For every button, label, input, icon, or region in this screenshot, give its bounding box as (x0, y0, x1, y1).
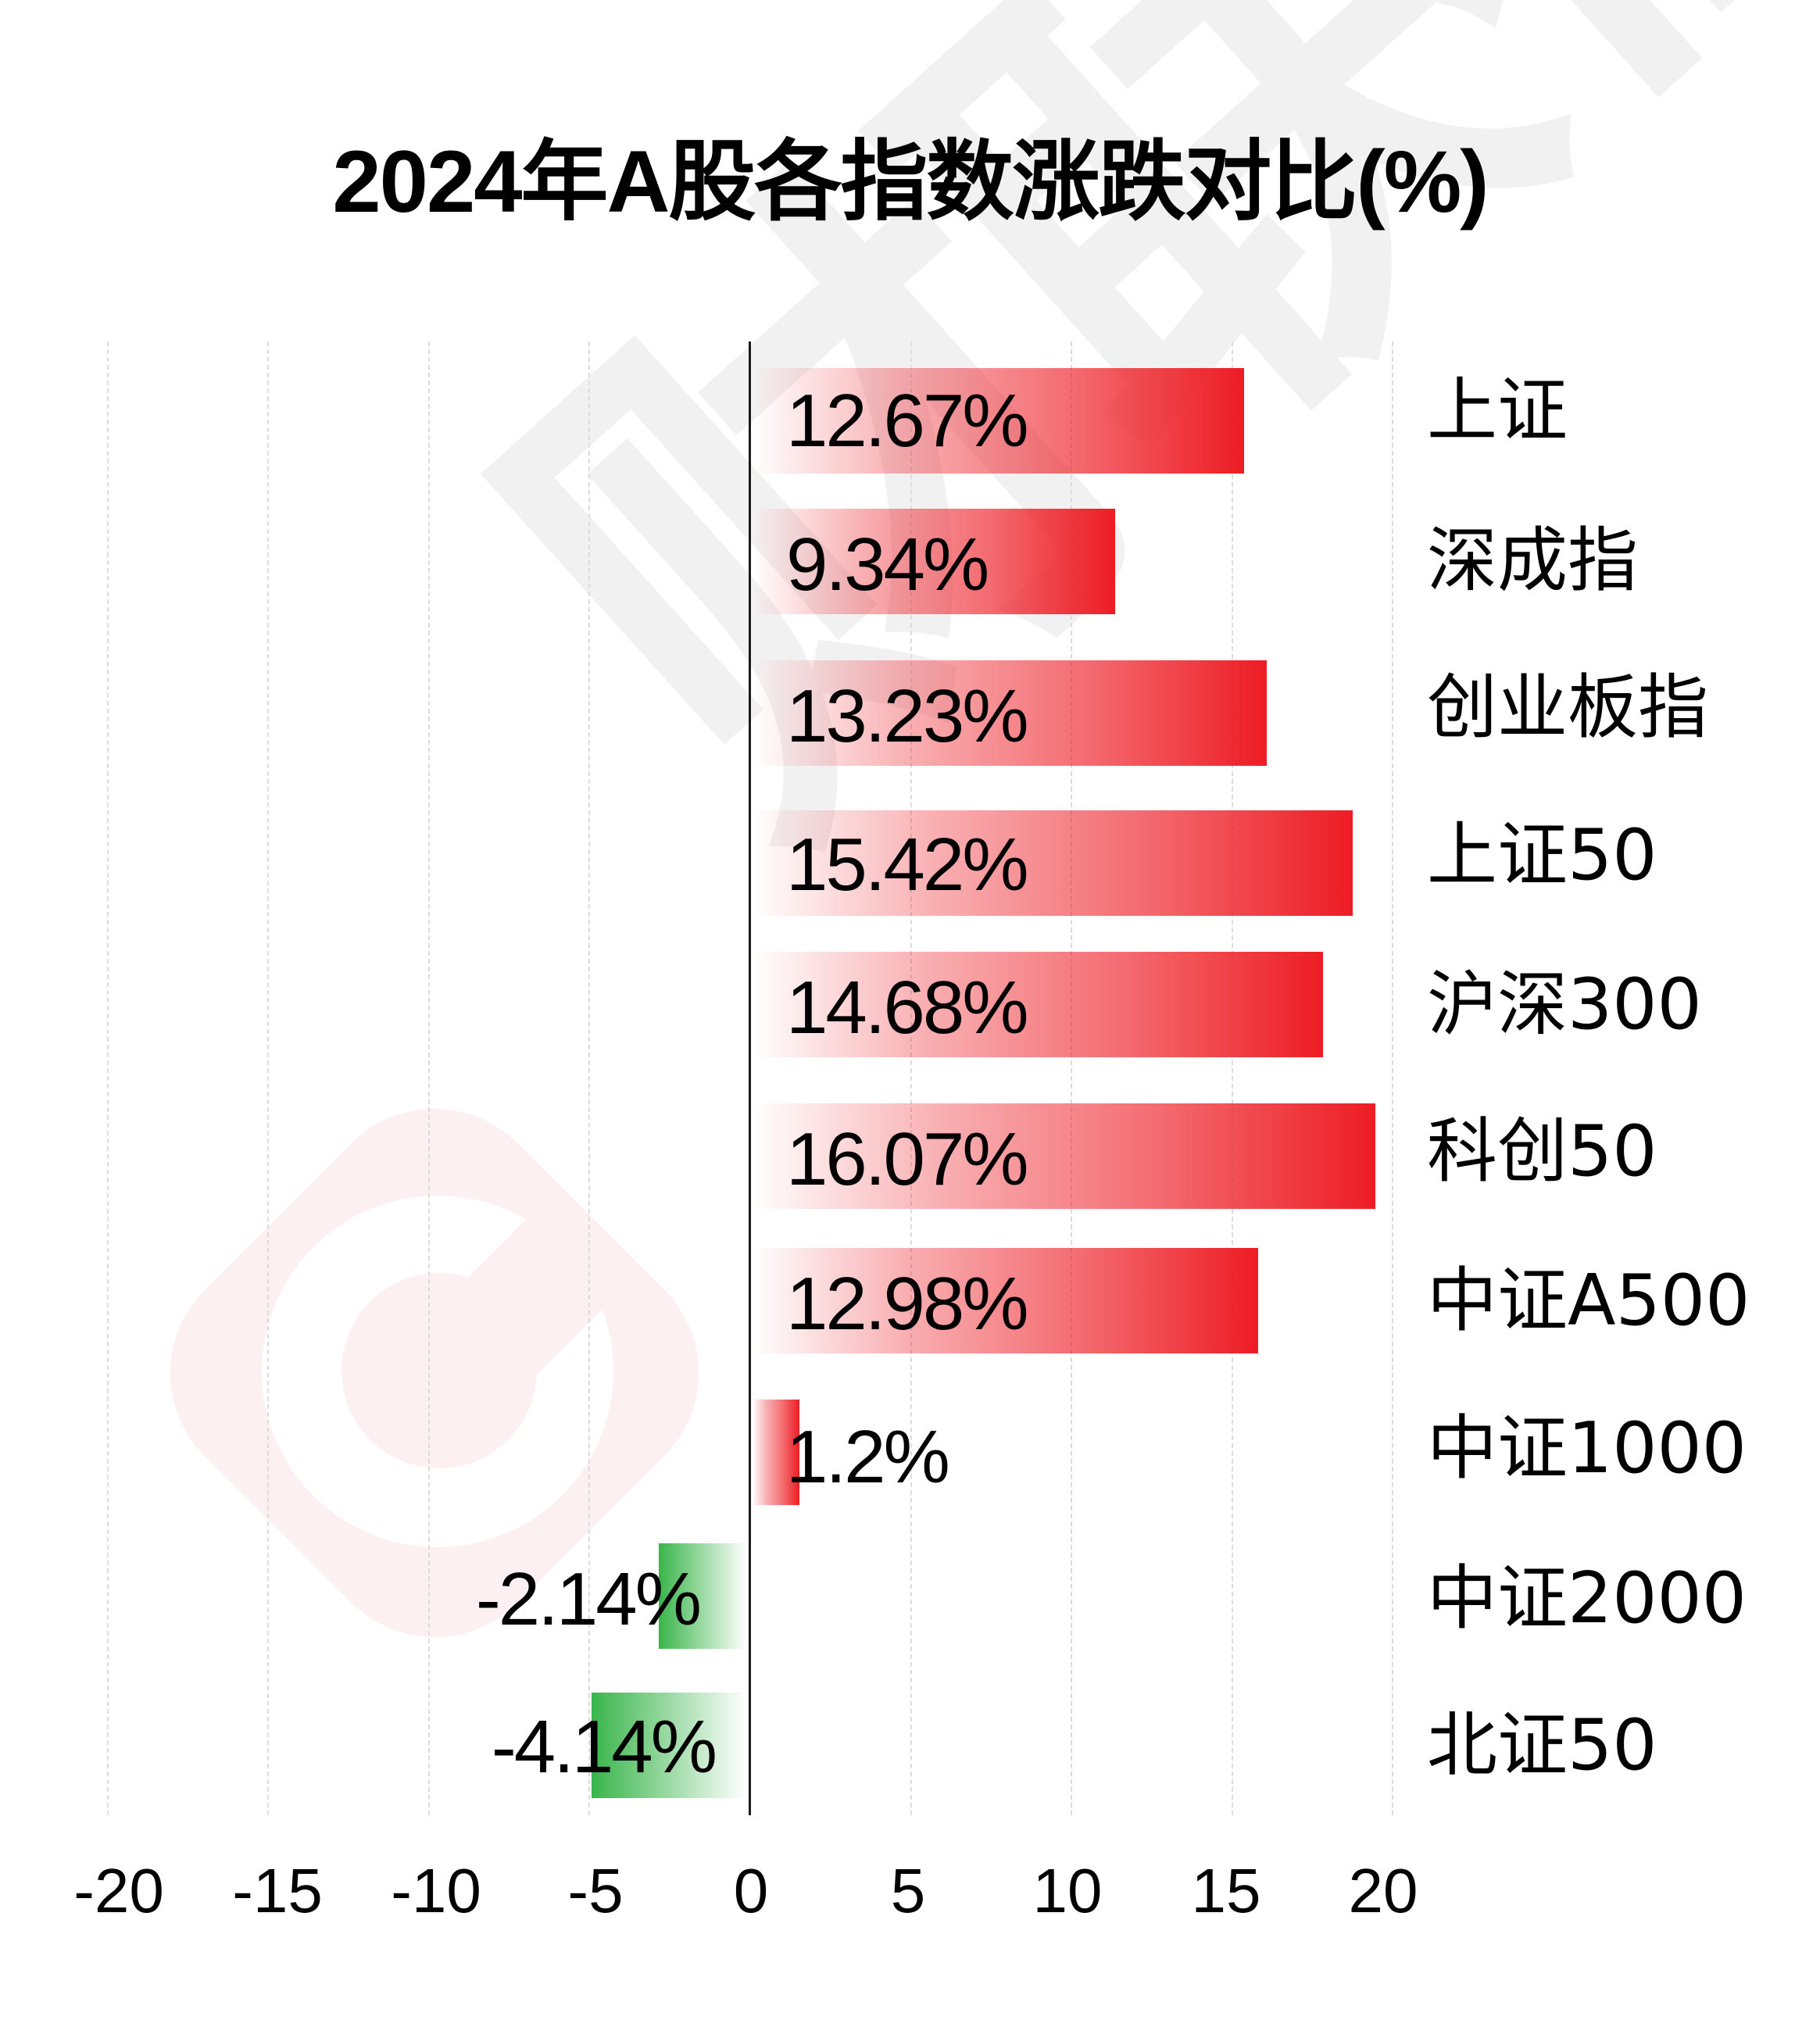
value-label: 14.68% (786, 966, 1029, 1049)
value-label: 12.67% (786, 379, 1029, 463)
value-label: -4.14% (491, 1705, 717, 1789)
gridline-5 (910, 341, 912, 1815)
value-label: 16.07% (786, 1117, 1029, 1201)
x-tick-label: 10 (1032, 1856, 1103, 1925)
bar-sse50 (753, 810, 1353, 916)
bar-star50 (753, 1103, 1375, 1209)
category-label: 沪深300 (1427, 964, 1702, 1046)
x-tick-label: 0 (733, 1856, 769, 1925)
bar-csi300 (753, 952, 1323, 1057)
category-label: 创业板指 (1427, 667, 1708, 749)
category-label: 中证1000 (1427, 1407, 1747, 1489)
gridline-15 (1232, 341, 1233, 1815)
value-label: 12.98% (786, 1262, 1029, 1346)
value-label: 9.34% (786, 523, 989, 606)
gridline-minus-5 (588, 341, 590, 1815)
bar-csi-a500 (753, 1248, 1258, 1353)
bar-chinext (753, 660, 1267, 766)
x-tick-label: 20 (1348, 1856, 1418, 1925)
gridline-10 (1071, 341, 1072, 1815)
gridline-minus-15 (267, 341, 269, 1815)
x-tick-label: 15 (1191, 1856, 1261, 1925)
category-label: 中证2000 (1427, 1557, 1747, 1639)
x-tick-label: -10 (391, 1856, 481, 1925)
category-label: 深成指 (1427, 520, 1638, 602)
gridline-20 (1392, 341, 1393, 1815)
x-tick-label: 5 (890, 1856, 926, 1925)
value-label: -2.14% (475, 1557, 702, 1641)
category-label: 上证50 (1427, 814, 1657, 896)
value-label: 13.23% (786, 674, 1029, 758)
category-label: 上证 (1427, 370, 1568, 452)
x-tick-label: -20 (73, 1856, 164, 1925)
bar-shanghai (753, 368, 1244, 474)
value-label: 15.42% (786, 823, 1029, 906)
gridline-minus-10 (428, 341, 430, 1815)
chart-title: 2024年A股各指数涨跌对比(%) (332, 133, 1489, 231)
zero-axis-line (749, 341, 751, 1815)
x-tick-label: -5 (567, 1856, 624, 1925)
x-tick-label: -15 (232, 1856, 323, 1925)
bar-shenzhen-component (753, 509, 1115, 614)
value-label: 1.2% (786, 1415, 950, 1499)
category-label: 科创50 (1427, 1110, 1657, 1192)
category-label: 中证A500 (1427, 1260, 1750, 1342)
gridline-minus-20 (107, 341, 109, 1815)
bar-bse50 (592, 1693, 746, 1798)
bar-csi1000 (753, 1400, 799, 1505)
category-label: 北证50 (1427, 1704, 1657, 1786)
bar-csi2000 (659, 1543, 746, 1649)
